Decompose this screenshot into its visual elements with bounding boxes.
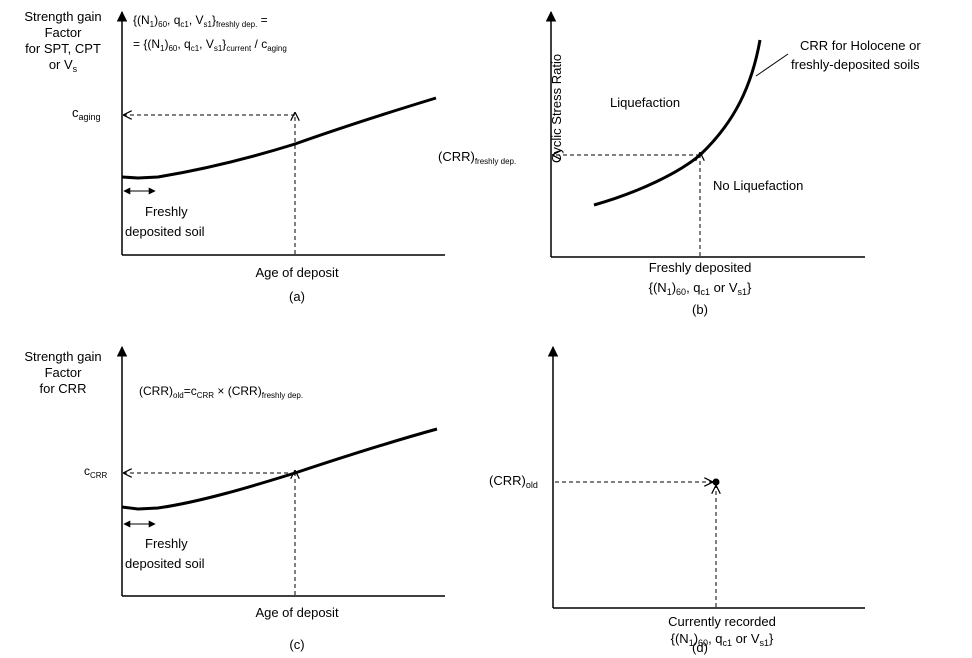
panel-b-curve-label-line2: freshly-deposited soils (791, 57, 920, 72)
panel-c-strength-curve (121, 427, 438, 511)
panel-a-ytick-caging: caging (72, 105, 101, 122)
panel-b-curve-label-line1: CRR for Holocene or (800, 38, 921, 53)
panel-a-annot-line1: Freshly (145, 204, 188, 219)
panel-a-ylabel-line4: or Vs (49, 57, 78, 74)
panel-b-xlabel-line2: {(N1)60, qc1 or Vs1} (649, 280, 752, 297)
panel-c-ylabel-line3: for CRR (40, 381, 87, 396)
panel-b-curve-leader (755, 53, 789, 77)
panel-b-caption: (b) (692, 302, 708, 317)
panel-d-point (712, 478, 720, 486)
panel-c-ylabel-line1: Strength gain (24, 349, 101, 364)
panel-d: (CRR)old Currently recorded {(N1)60, qc1… (489, 345, 865, 655)
panel-a: Strength gain Factor for SPT, CPT or Vs … (24, 9, 445, 304)
panel-a-ylabel-line2: Factor (45, 25, 83, 40)
panel-d-caption: (d) (692, 640, 708, 655)
panel-a-strength-curve (121, 96, 437, 180)
panel-a-annot-line2: deposited soil (125, 224, 205, 239)
panel-a-ylabel-line3: for SPT, CPT (25, 41, 101, 56)
panel-a-equation-line2: = {(N1)60, qc1, Vs1}current / caging (133, 37, 287, 53)
panel-d-xlabel-line2: {(N1)60, qc1 or Vs1} (671, 631, 774, 648)
panel-d-ytick-crr-old: (CRR)old (489, 473, 538, 490)
panel-a-ylabel-line1: Strength gain (24, 9, 101, 24)
panel-a-caption: (a) (289, 289, 305, 304)
panel-b: Cyclic Stress Ratio CRR for Holocene or … (438, 10, 921, 317)
panel-c-ytick-ccrr: cCRR (84, 464, 108, 480)
panel-c-equation: (CRR)old=cCRR × (CRR)freshly dep. (139, 384, 303, 400)
panel-c-xlabel: Age of deposit (255, 605, 339, 620)
panel-c-ylabel-line2: Factor (45, 365, 83, 380)
panel-b-region-no-liquefaction: No Liquefaction (713, 178, 803, 193)
panel-c-annot-line1: Freshly (145, 536, 188, 551)
panel-d-xlabel-line1: Currently recorded (668, 614, 776, 629)
panel-b-region-liquefaction: Liquefaction (610, 95, 680, 110)
panel-c-caption: (c) (289, 637, 304, 652)
panel-c: Strength gain Factor for CRR (CRR)old=cC… (24, 345, 445, 652)
panel-b-xlabel-line1: Freshly deposited (649, 260, 752, 275)
panel-a-xlabel: Age of deposit (255, 265, 339, 280)
panel-c-annot-line2: deposited soil (125, 556, 205, 571)
panel-b-ylabel: Cyclic Stress Ratio (549, 54, 564, 163)
panel-a-equation-line1: {(N1)60, qc1, Vs1}freshly dep. = (133, 13, 268, 29)
panel-b-ytick-crr: (CRR)freshly dep. (438, 149, 516, 166)
